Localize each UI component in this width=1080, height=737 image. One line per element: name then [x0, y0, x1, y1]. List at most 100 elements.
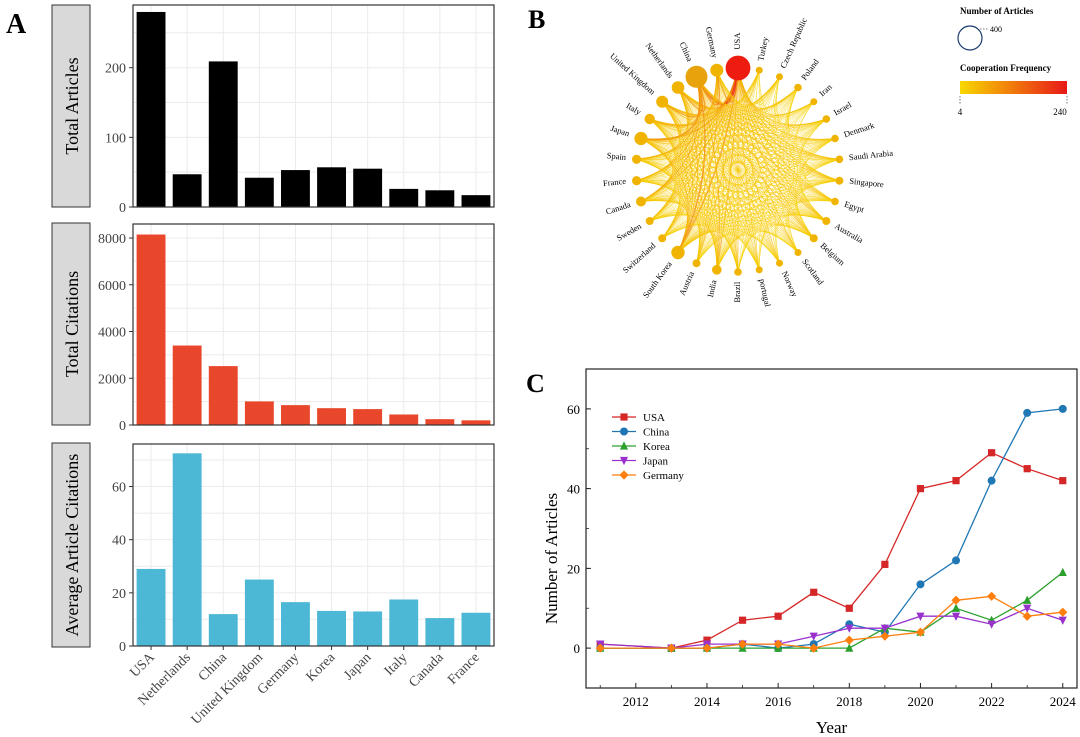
- network-edge: [662, 220, 694, 253]
- facet-1: Total Articles 0 100 200: [51, 4, 495, 216]
- series-point: [774, 612, 782, 620]
- y-tick-label: 200: [105, 62, 126, 77]
- network-edge: [636, 180, 827, 222]
- legend-label: Germany: [643, 470, 684, 482]
- network-node-canada: [636, 196, 646, 207]
- bar-canada: [425, 618, 455, 646]
- network-node-label: South Korea: [641, 259, 674, 300]
- network-edge: [696, 70, 720, 264]
- series-point: [845, 624, 854, 633]
- series-point: [845, 604, 853, 612]
- facet-plot-border: [132, 223, 495, 426]
- network-node-saudi-arabia: [835, 155, 844, 164]
- network-edge: [649, 118, 780, 264]
- y-tick-label: 0: [119, 201, 126, 216]
- network-node-usa: [725, 55, 751, 81]
- network-edge: [696, 76, 720, 270]
- bar-canada: [425, 190, 455, 207]
- network-edge: [661, 70, 718, 116]
- facet-2: Total Citations 0 2000 4000 6000 8000: [51, 222, 495, 434]
- network-node-label: Japan: [609, 123, 631, 139]
- series-point: [952, 477, 960, 485]
- bar-netherlands: [172, 174, 202, 207]
- network-edge: [640, 195, 676, 222]
- series-point: [1058, 567, 1067, 576]
- network-edge: [649, 76, 702, 127]
- network-node-label: Australia: [833, 221, 865, 245]
- y-tick-label: 60: [112, 481, 126, 496]
- series-point: [809, 632, 818, 641]
- network-node-scotland: [794, 249, 802, 256]
- network-edge: [636, 159, 780, 264]
- network-edge: [696, 76, 836, 202]
- bar-netherlands: [172, 453, 202, 646]
- network-node-china: [685, 65, 708, 88]
- size-legend-circle: [957, 25, 983, 51]
- network-legend: Number of Articles 400 Cooperation Frequ…: [957, 6, 1068, 117]
- network-edge: [696, 76, 840, 160]
- bar-france: [461, 612, 491, 646]
- network-node-singapore: [835, 176, 844, 185]
- network-edge: [640, 138, 840, 160]
- series-point: [1022, 611, 1032, 621]
- network-edge: [649, 159, 840, 222]
- facet-strip-label: Total Citations: [62, 271, 82, 377]
- network-edge: [677, 70, 760, 253]
- network-node-france: [632, 176, 642, 186]
- series-point: [951, 603, 961, 612]
- network-node-label: Turkey: [755, 35, 770, 62]
- legend-label: USA: [643, 412, 665, 424]
- network-node-india: [712, 265, 722, 275]
- color-legend-min: 4: [958, 107, 963, 117]
- bar-china: [208, 61, 238, 208]
- network-edge: [677, 87, 836, 202]
- network-node-switzerland: [658, 234, 667, 243]
- network-edge: [640, 118, 676, 145]
- network-edge: [677, 76, 706, 253]
- network-node-label: Germany: [704, 26, 721, 60]
- series-japan: Japan: [596, 456, 1067, 653]
- network-edge: [649, 70, 718, 126]
- network-node-germany: [710, 63, 724, 77]
- network-node-label: Israel: [832, 99, 854, 117]
- network-node-label: USA: [732, 32, 742, 50]
- color-legend-gradient: [960, 81, 1067, 94]
- network-edge: [677, 118, 827, 253]
- series-point: [773, 639, 783, 649]
- network-node-label: Sweden: [615, 220, 644, 242]
- network-node-label: France: [602, 176, 626, 188]
- network-edge: [636, 159, 670, 181]
- network-edge: [661, 101, 718, 270]
- network-edge: [649, 118, 827, 136]
- network-node-label: Belgium: [819, 240, 848, 267]
- bar-france: [461, 195, 491, 207]
- network-edge: [640, 70, 718, 140]
- panel-letter-c: C: [526, 369, 545, 398]
- series-point: [845, 643, 854, 652]
- y-tick-label: 100: [105, 131, 126, 146]
- network-edge: [716, 70, 827, 222]
- facet-plot-border: [132, 443, 495, 647]
- bar-china: [208, 614, 238, 646]
- series-point: [988, 449, 996, 457]
- network-edge: [640, 198, 814, 239]
- network-node-label: Austria: [677, 270, 696, 297]
- network-node-label: Czech Republic: [778, 16, 809, 70]
- bar-korea: [317, 167, 346, 207]
- network-edge: [695, 70, 720, 106]
- series-point: [1023, 604, 1032, 613]
- series-point: [738, 616, 747, 624]
- y-tick-label: 0: [119, 419, 126, 434]
- legend-swatch-marker: [619, 441, 629, 450]
- network-edge: [636, 138, 672, 161]
- x-tick-label: Italy: [382, 650, 411, 679]
- network-node-brazil: [734, 268, 742, 276]
- network-node-australia: [822, 217, 831, 225]
- network-node-label: Norway: [780, 269, 801, 299]
- network-node-label: Iran: [817, 81, 834, 98]
- legend-label: Korea: [643, 441, 670, 453]
- network-edge: [649, 118, 840, 160]
- y-tick-label: 20: [567, 561, 580, 576]
- series-point: [916, 612, 925, 621]
- x-tick-label: 2016: [765, 694, 792, 709]
